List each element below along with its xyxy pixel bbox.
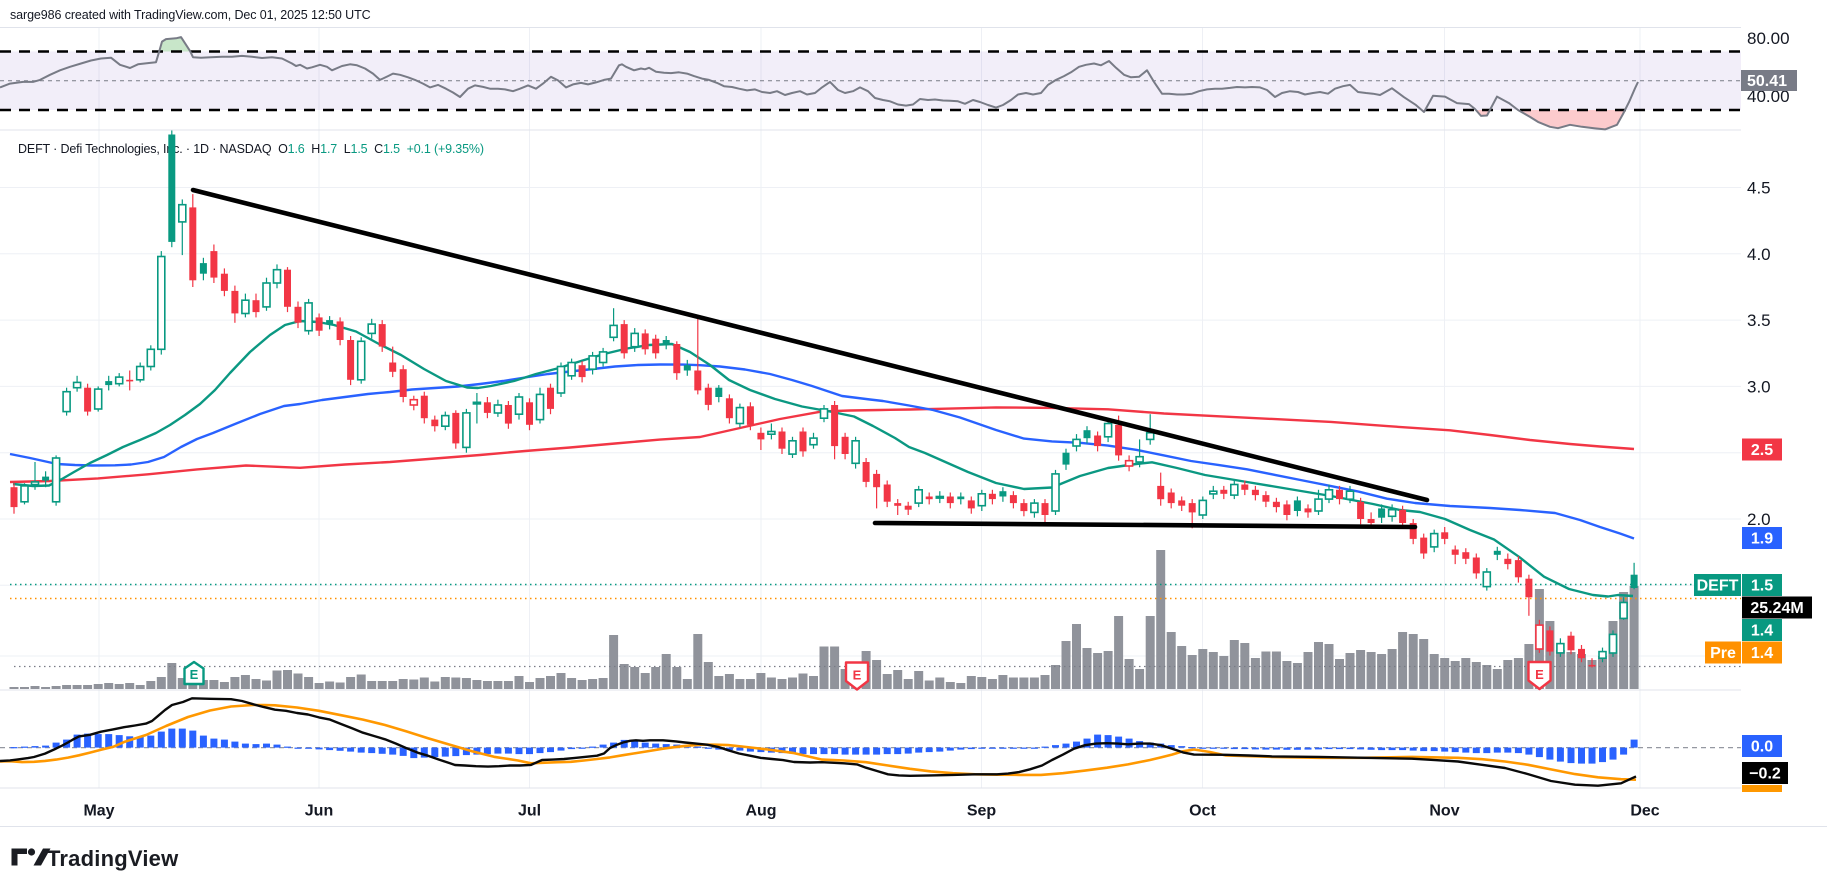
- svg-text:1.9: 1.9: [1751, 531, 1773, 548]
- svg-text:Jun: Jun: [305, 803, 333, 820]
- svg-text:Aug: Aug: [745, 803, 776, 820]
- svg-text:50.41: 50.41: [1747, 73, 1787, 90]
- svg-text:80.00: 80.00: [1747, 29, 1790, 48]
- svg-text:4.0: 4.0: [1747, 245, 1771, 264]
- svg-text:May: May: [83, 803, 114, 820]
- svg-text:Dec: Dec: [1630, 803, 1659, 820]
- svg-text:TradingView: TradingView: [47, 846, 179, 871]
- svg-text:DEFT · Defi Technologies, Inc.: DEFT · Defi Technologies, Inc. · 1D · NA…: [18, 142, 484, 156]
- svg-text:sarge986 created with TradingV: sarge986 created with TradingView.com, D…: [10, 8, 371, 22]
- svg-text:Pre: Pre: [1710, 645, 1736, 662]
- svg-text:2.5: 2.5: [1751, 442, 1773, 459]
- svg-text:4.5: 4.5: [1747, 179, 1771, 198]
- svg-text:40.00: 40.00: [1747, 87, 1790, 106]
- svg-text:3.0: 3.0: [1747, 377, 1771, 396]
- svg-text:1.4: 1.4: [1751, 645, 1773, 662]
- svg-text:Sep: Sep: [967, 803, 997, 820]
- svg-text:Jul: Jul: [518, 803, 541, 820]
- svg-text:E: E: [1535, 667, 1544, 682]
- svg-text:25.24M: 25.24M: [1750, 600, 1803, 617]
- svg-text:Nov: Nov: [1429, 803, 1459, 820]
- svg-text:3.5: 3.5: [1747, 311, 1771, 330]
- svg-text:1.4: 1.4: [1751, 623, 1773, 640]
- svg-text:0.0: 0.0: [1751, 739, 1773, 756]
- svg-text:E: E: [190, 667, 199, 682]
- svg-text:2.0: 2.0: [1747, 510, 1771, 529]
- svg-text:DEFT: DEFT: [1697, 578, 1739, 595]
- svg-text:−0.2: −0.2: [1749, 766, 1781, 783]
- svg-text:E: E: [853, 668, 862, 683]
- svg-text:Oct: Oct: [1189, 803, 1216, 820]
- svg-text:1.5: 1.5: [1751, 578, 1773, 595]
